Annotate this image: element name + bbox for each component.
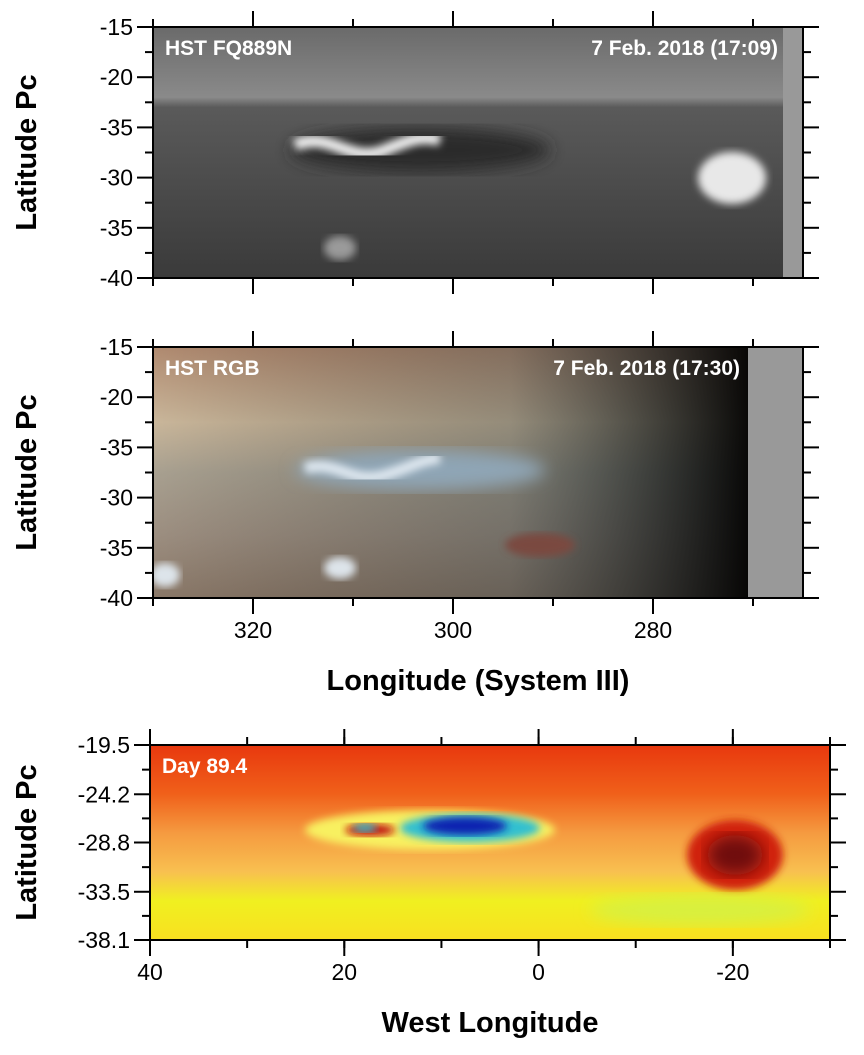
- y-tick-label: -28.8: [78, 830, 130, 856]
- x-tick-label: 280: [634, 617, 672, 643]
- y-tick-label: -35: [100, 215, 133, 241]
- x-tick-label: 20: [331, 959, 357, 985]
- y-axis-label: Latitude Pc: [11, 74, 43, 230]
- x-tick-label: -20: [716, 959, 749, 985]
- y-tick-label: -30: [100, 485, 133, 511]
- y-tick-label: -15: [100, 334, 133, 360]
- y-axis-label: Latitude Pc: [11, 764, 43, 920]
- hst-rgb-image: [153, 347, 803, 598]
- y-tick-label: -24.2: [78, 781, 130, 807]
- annotation: HST RGB: [165, 357, 260, 380]
- y-tick-label: -20: [100, 384, 133, 410]
- y-tick-label: -40: [100, 265, 133, 291]
- annotation: HST FQ889N: [165, 37, 292, 60]
- annotation: 7 Feb. 2018 (17:09): [591, 37, 778, 60]
- annotation: Day 89.4: [162, 755, 248, 778]
- y-axis-label: Latitude Pc: [11, 394, 43, 550]
- y-tick-label: -38.1: [78, 927, 130, 953]
- x-axis-label: Longitude (System III): [327, 665, 630, 697]
- x-tick-label: 320: [234, 617, 272, 643]
- y-tick-label: -15: [100, 14, 133, 40]
- x-tick-label: 40: [137, 959, 163, 985]
- x-axis-label: West Longitude: [382, 1007, 599, 1039]
- x-tick-label: 0: [532, 959, 545, 985]
- x-tick-label: 300: [434, 617, 472, 643]
- y-tick-label: -35: [100, 434, 133, 460]
- y-tick-label: -20: [100, 64, 133, 90]
- y-tick-label: -19.5: [78, 732, 130, 758]
- y-tick-label: -40: [100, 585, 133, 611]
- simulation-image: [150, 745, 830, 940]
- y-tick-label: -30: [100, 165, 133, 191]
- annotation: 7 Feb. 2018 (17:30): [553, 357, 740, 380]
- y-tick-label: -35: [100, 535, 133, 561]
- hst-fq889n-image: [153, 27, 803, 278]
- y-tick-label: -33.5: [78, 879, 130, 905]
- y-tick-label: -35: [100, 114, 133, 140]
